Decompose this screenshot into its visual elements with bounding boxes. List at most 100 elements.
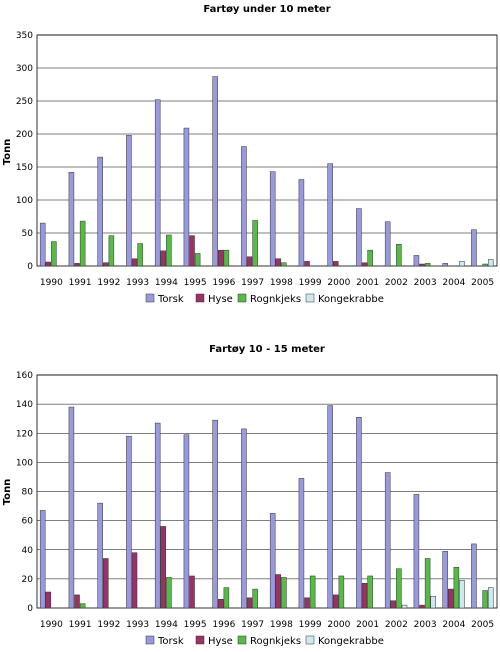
bar-torsk-1995 xyxy=(183,434,190,609)
bar-torsk-1996 xyxy=(212,419,218,609)
x-tick-label: 2001 xyxy=(356,620,379,630)
y-tick-label: 20 xyxy=(22,575,34,585)
y-tick-label: 40 xyxy=(22,546,34,556)
y-axis-label: Tonn xyxy=(2,139,13,166)
bar-hyse-1999 xyxy=(304,261,310,267)
bar-torsk-1994 xyxy=(154,422,161,609)
x-tick-label: 1996 xyxy=(212,278,235,288)
chart-title: Fartøy under 10 meter xyxy=(203,4,330,15)
bar-torsk-1996 xyxy=(212,76,218,267)
legend-label-rognkjeks: Rognkjeks xyxy=(250,636,301,647)
bar-hyse-1997 xyxy=(246,597,253,609)
x-tick-label: 1992 xyxy=(97,278,120,288)
bar-torsk-1998 xyxy=(269,171,276,267)
chart-2: Fartøy 10 - 15 meter Tonn 0 20 40 60 80 100 120 1… xyxy=(2,344,498,647)
bar-hyse-1998 xyxy=(275,574,282,609)
bar-torsk-1993 xyxy=(126,435,132,609)
bar-rognkjeks-2003 xyxy=(424,263,431,267)
bar-rognkjeks-2005 xyxy=(482,263,488,267)
legend: Torsk Hyse Rognkjeks Kongekrabbe xyxy=(145,635,384,647)
x-tick-label: 1990 xyxy=(40,620,63,630)
legend: Torsk Hyse Rognkjeks Kongekrabbe xyxy=(145,293,384,305)
legend-swatch-kongekrabbe xyxy=(305,635,315,645)
bar-rognkjeks-1998 xyxy=(281,577,287,609)
plot-area-border xyxy=(36,374,498,609)
bar-kongekrabbe-2005 xyxy=(487,587,494,609)
x-tick-label: 2005 xyxy=(471,620,494,630)
x-tick-label: 1998 xyxy=(270,278,293,288)
bar-rognkjeks-2001 xyxy=(367,575,373,609)
bar-torsk-1994 xyxy=(154,99,161,267)
bar-rognkjeks-1991 xyxy=(79,220,86,267)
bar-rognkjeks-1999 xyxy=(309,575,316,609)
bar-hyse-1993 xyxy=(131,552,138,609)
bar-torsk-1993 xyxy=(126,135,132,267)
bar-rognkjeks-1994 xyxy=(166,234,172,267)
bar-hyse-1990 xyxy=(45,261,52,267)
y-tick-label: 50 xyxy=(22,229,34,239)
bar-kongekrabbe-2004 xyxy=(459,261,465,267)
bar-torsk-1991 xyxy=(68,406,75,609)
bar-torsk-1999 xyxy=(298,179,305,267)
y-tick-label: 0 xyxy=(27,604,33,614)
y-axis-label: Tonn xyxy=(2,479,13,506)
legend-label-kongekrabbe: Kongekrabbe xyxy=(318,636,384,647)
bar-rognkjeks-1995 xyxy=(194,253,201,267)
plot-area-border xyxy=(36,34,498,267)
bar-hyse-2001 xyxy=(361,262,368,267)
bar-rognkjeks-1992 xyxy=(108,235,115,267)
bar-rognkjeks-1994 xyxy=(166,577,172,609)
bar-hyse-2003 xyxy=(419,604,425,609)
x-tick-label: 1991 xyxy=(69,620,92,630)
bar-hyse-1990 xyxy=(45,591,52,609)
bar-rognkjeks-1990 xyxy=(51,241,57,267)
y-tick-label: 80 xyxy=(22,488,34,498)
x-tick-label: 1999 xyxy=(299,620,322,630)
bar-rognkjeks-1998 xyxy=(281,262,287,267)
bar-kongekrabbe-2005 xyxy=(487,259,494,267)
bar-kongekrabbe-2003 xyxy=(430,596,436,609)
bar-rognkjeks-2001 xyxy=(367,249,373,267)
x-tick-label: 1993 xyxy=(126,620,149,630)
y-tick-label: 250 xyxy=(16,97,33,107)
x-tick-label: 1994 xyxy=(155,278,178,288)
x-tick-label: 2005 xyxy=(471,278,494,288)
bar-hyse-1999 xyxy=(304,597,310,609)
bar-torsk-2005 xyxy=(471,543,477,609)
chart-1: Fartøy under 10 meter Tonn 0 50 100 150 200 250… xyxy=(2,4,498,305)
x-tick-label: 1994 xyxy=(155,620,178,630)
bar-rognkjeks-2003 xyxy=(424,558,431,609)
bar-hyse-2000 xyxy=(333,261,339,267)
x-tick-label: 1992 xyxy=(97,620,120,630)
bar-torsk-2000 xyxy=(327,405,333,609)
bar-torsk-1997 xyxy=(241,428,247,609)
bar-rognkjeks-2002 xyxy=(396,243,402,267)
bar-rognkjeks-2004 xyxy=(453,566,460,609)
y-tick-label: 100 xyxy=(16,196,33,206)
x-tick-label: 1993 xyxy=(126,278,149,288)
bar-hyse-1995 xyxy=(189,575,195,609)
bar-hyse-1994 xyxy=(160,526,167,609)
x-tick-label: 1990 xyxy=(40,278,63,288)
bar-torsk-1991 xyxy=(68,172,75,267)
y-tick-label: 300 xyxy=(16,64,33,74)
x-tick-label: 1998 xyxy=(270,620,293,630)
bar-torsk-2001 xyxy=(356,208,362,267)
bar-rognkjeks-1991 xyxy=(79,603,86,609)
bar-hyse-1996 xyxy=(218,249,224,267)
bar-hyse-1993 xyxy=(131,258,138,267)
bar-rognkjeks-2002 xyxy=(396,568,402,609)
y-tick-label: 140 xyxy=(16,400,33,410)
bar-hyse-1991 xyxy=(74,594,80,609)
bar-hyse-1994 xyxy=(160,250,167,267)
bar-torsk-1995 xyxy=(183,127,190,267)
x-tick-label: 2003 xyxy=(414,278,437,288)
x-tick-label: 1999 xyxy=(299,278,322,288)
bar-rognkjeks-1993 xyxy=(137,243,143,267)
bar-torsk-2000 xyxy=(327,163,333,267)
legend-label-torsk: Torsk xyxy=(157,294,184,305)
bar-torsk-2003 xyxy=(413,255,420,267)
legend-label-hyse: Hyse xyxy=(208,294,233,305)
bar-torsk-2002 xyxy=(384,472,391,609)
bar-rognkjeks-1996 xyxy=(223,249,230,267)
